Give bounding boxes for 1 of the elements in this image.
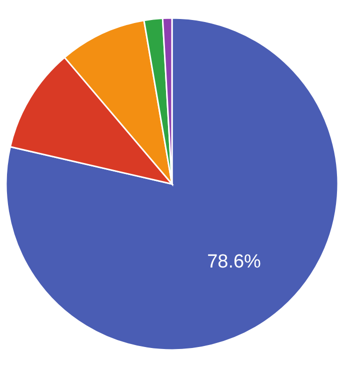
data-label: 78.6%: [207, 251, 262, 272]
